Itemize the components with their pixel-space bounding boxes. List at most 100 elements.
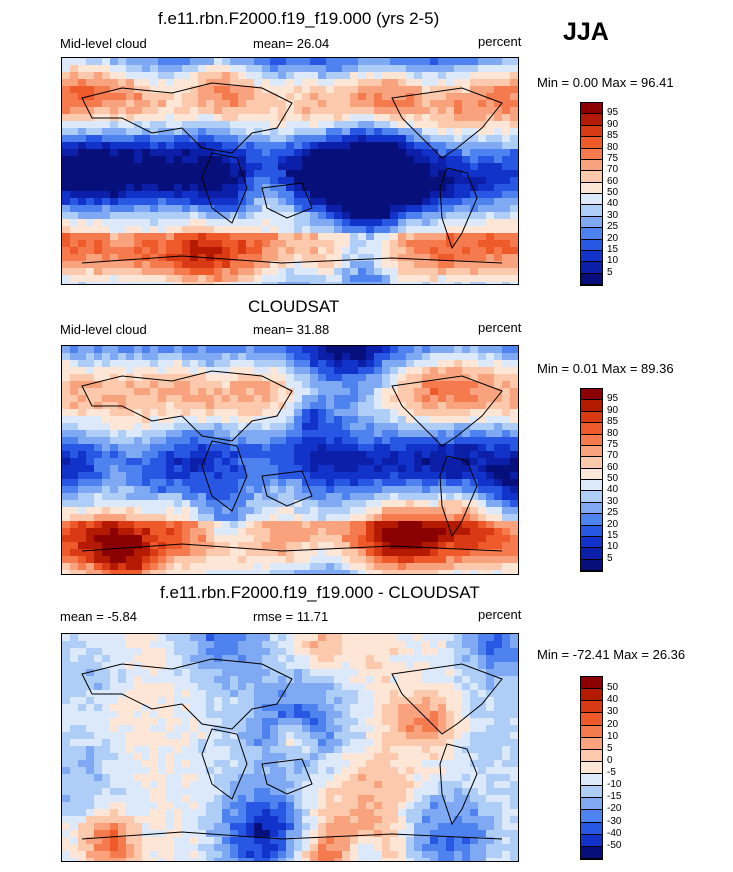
panel2-variable-label: Mid-level cloud xyxy=(60,322,147,337)
colorbar-tick-label: 10 xyxy=(607,541,619,553)
colorbar-swatch xyxy=(581,701,602,714)
panel3-colorbar: 50 40 30 20 10 5 0 -5 -10 -15 -20 -30 -40 -50 xyxy=(580,676,700,860)
colorbar-swatch xyxy=(581,749,602,762)
colorbar-swatch xyxy=(581,761,602,774)
coastline xyxy=(439,167,478,250)
colorbar-tick-label: 85 xyxy=(607,130,619,142)
colorbar-swatch xyxy=(581,457,602,469)
coastline xyxy=(81,370,293,442)
colorbar-tick-label: 90 xyxy=(607,404,619,416)
colorbar-swatch xyxy=(581,171,602,183)
colorbar-tick-label: 5 xyxy=(607,742,613,754)
panel2-title: CLOUDSAT xyxy=(248,297,340,316)
coastline xyxy=(439,743,478,826)
colorbar-tick-label: -5 xyxy=(607,767,616,779)
colorbar-swatch xyxy=(581,182,602,194)
colorbar-tick-label: 50 xyxy=(607,473,619,484)
colorbar-tick-label: 20 xyxy=(607,718,619,730)
panel3-mean-label: mean = -5.84 xyxy=(60,609,137,624)
colorbar-swatch xyxy=(581,559,602,571)
colorbar-tick-label: 15 xyxy=(607,243,619,255)
panel2-minmax: Min = 0.01 Max = 89.36 xyxy=(537,361,674,376)
colorbar-tick-label: 60 xyxy=(607,461,619,473)
colorbar-swatch xyxy=(581,228,602,240)
colorbar-tick-label: 5 xyxy=(607,266,613,278)
colorbar-swatch xyxy=(581,480,602,492)
coastline xyxy=(261,758,313,795)
colorbar-swatch xyxy=(581,148,602,160)
colorbar-swatch xyxy=(581,114,602,126)
colorbar-tick-label: 0 xyxy=(607,754,613,766)
colorbar-tick-label: 95 xyxy=(607,393,619,405)
colorbar-swatch xyxy=(581,400,602,412)
coastline xyxy=(261,182,313,219)
coastline xyxy=(81,543,503,552)
panel1-minmax: Min = 0.00 Max = 96.41 xyxy=(537,75,674,90)
colorbar-swatch xyxy=(581,125,602,138)
panel1-mean-label: mean= 26.04 xyxy=(253,36,330,51)
colorbar-swatch xyxy=(581,273,602,285)
colorbar-swatch xyxy=(581,159,602,172)
colorbar-tick-label: 40 xyxy=(607,484,619,496)
colorbar-swatch xyxy=(581,774,602,787)
panel1-map xyxy=(61,57,519,285)
colorbar-tick-label: 85 xyxy=(607,416,619,428)
colorbar-tick-label: -30 xyxy=(607,815,622,827)
colorbar-swatch xyxy=(581,250,602,263)
panel2-mean-label: mean= 31.88 xyxy=(253,322,330,337)
season-label: JJA xyxy=(563,18,609,46)
colorbar-tick-label: 10 xyxy=(607,730,619,742)
colorbar-tick-label: 60 xyxy=(607,175,619,187)
colorbar-tick-label: 75 xyxy=(607,152,619,164)
colorbar-swatches xyxy=(580,676,603,860)
colorbar-swatch xyxy=(581,389,602,401)
colorbar-tick-label: 80 xyxy=(607,427,619,439)
coastline xyxy=(81,831,503,840)
colorbar-swatch xyxy=(581,411,602,424)
colorbar-tick-label: 10 xyxy=(607,255,619,267)
colorbar-tick-label: 25 xyxy=(607,507,619,519)
panel1-colorbar: 95 90 85 80 75 70 60 50 40 30 25 20 15 10 5 xyxy=(580,102,700,286)
colorbar-swatch xyxy=(581,822,602,835)
colorbar-swatch xyxy=(581,103,602,115)
colorbar-swatch xyxy=(581,834,602,847)
colorbar-tick-label: -20 xyxy=(607,803,622,815)
colorbar-swatch xyxy=(581,502,602,515)
colorbar-swatch xyxy=(581,262,602,274)
coastline xyxy=(81,255,503,264)
colorbar-swatch xyxy=(581,548,602,560)
colorbar-tick-label: -40 xyxy=(607,827,622,839)
coastline xyxy=(391,87,503,159)
colorbar-tick-label: 70 xyxy=(607,450,619,462)
colorbar-swatch xyxy=(581,846,602,859)
colorbar-tick-label: 30 xyxy=(607,209,619,221)
panel2-units-label: percent xyxy=(478,320,522,335)
colorbar-swatch xyxy=(581,786,602,799)
coastline xyxy=(439,455,478,538)
coastline xyxy=(81,658,293,730)
coastline xyxy=(391,663,503,735)
colorbar-swatch xyxy=(581,468,602,480)
colorbar-swatch xyxy=(581,216,602,229)
colorbar-swatch xyxy=(581,798,602,811)
colorbar-swatch xyxy=(581,689,602,702)
panel1-title: f.e11.rbn.F2000.f19_f19.000 (yrs 2-5) xyxy=(158,9,440,28)
colorbar-swatch xyxy=(581,239,602,251)
panel1-variable-label: Mid-level cloud xyxy=(60,36,147,51)
colorbar-tick-label: -50 xyxy=(607,839,622,851)
colorbar-tick-label: 5 xyxy=(607,552,613,564)
panel3-map xyxy=(61,633,519,862)
colorbar-swatch xyxy=(581,205,602,217)
colorbar-swatch xyxy=(581,525,602,537)
coastline xyxy=(201,440,248,512)
colorbar-swatch xyxy=(581,810,602,823)
colorbar-tick-label: 40 xyxy=(607,198,619,210)
colorbar-tick-label: -15 xyxy=(607,791,622,803)
colorbar-tick-label: 50 xyxy=(607,682,619,694)
colorbar-swatch xyxy=(581,514,602,526)
panel3-minmax: Min = -72.41 Max = 26.36 xyxy=(537,647,686,662)
colorbar-swatch xyxy=(581,445,602,458)
colorbar-swatch xyxy=(581,737,602,750)
coastline xyxy=(201,152,248,224)
coastline xyxy=(391,375,503,447)
